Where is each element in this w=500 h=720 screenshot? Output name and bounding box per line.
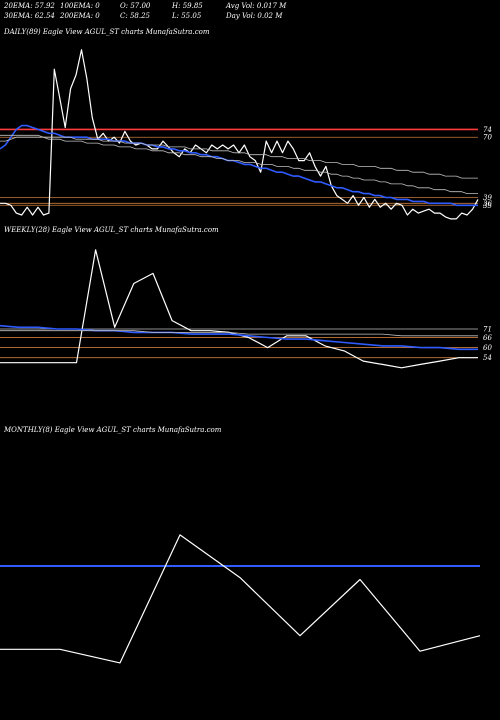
low-value: L: 55.05 (172, 12, 202, 20)
daily-tick-label-35: 35 (483, 202, 492, 210)
daily-series-line-1 (0, 124, 478, 207)
close-value: C: 58.25 (120, 12, 150, 20)
open-value: O: 57.00 (120, 2, 151, 10)
daily-series-line-0 (0, 49, 479, 220)
weekly-series-line-0 (0, 249, 478, 369)
monthly-series-line-0 (0, 534, 481, 664)
weekly-series-line-1 (0, 324, 478, 351)
weekly-tick-label-71: 71 (483, 326, 492, 334)
daily-tick-label-74: 74 (483, 126, 492, 134)
daily-tick-label-36: 36 (483, 200, 492, 208)
daily-tick-label-39: 39 (483, 194, 492, 202)
ema100-value: 100EMA: 0 (60, 2, 100, 10)
daily-series-line-2 (0, 136, 478, 195)
weekly-tick-label-54: 54 (483, 354, 492, 362)
weekly-series-line-2 (0, 330, 478, 337)
ema200-value: 200EMA: 0 (60, 12, 100, 20)
avg-vol-value: Avg Vol: 0.017 M (226, 2, 287, 10)
stats-header: 20EMA: 57.92 100EMA: 0 O: 57.00 H: 59.85… (4, 2, 286, 101)
ema30-value: 30EMA: 62.54 (4, 12, 55, 20)
weekly-chart-title: WEEKLY(28) Eagle View AGUL_ST charts Mun… (4, 226, 219, 234)
ema20-value: 20EMA: 57.92 (4, 2, 55, 10)
weekly-tick-label-66: 66 (483, 334, 492, 342)
daily-tick-label-70: 70 (483, 134, 492, 142)
daily-series-line-3 (0, 134, 478, 179)
day-vol-value: Day Vol: 0.02 M (226, 12, 283, 20)
high-value: H: 59.85 (172, 2, 203, 10)
weekly-tick-label-60: 60 (483, 344, 492, 352)
daily-chart-title: DAILY(89) Eagle View AGUL_ST charts Muna… (4, 28, 210, 36)
monthly-chart-title: MONTHLY(8) Eagle View AGUL_ST charts Mun… (4, 426, 222, 434)
